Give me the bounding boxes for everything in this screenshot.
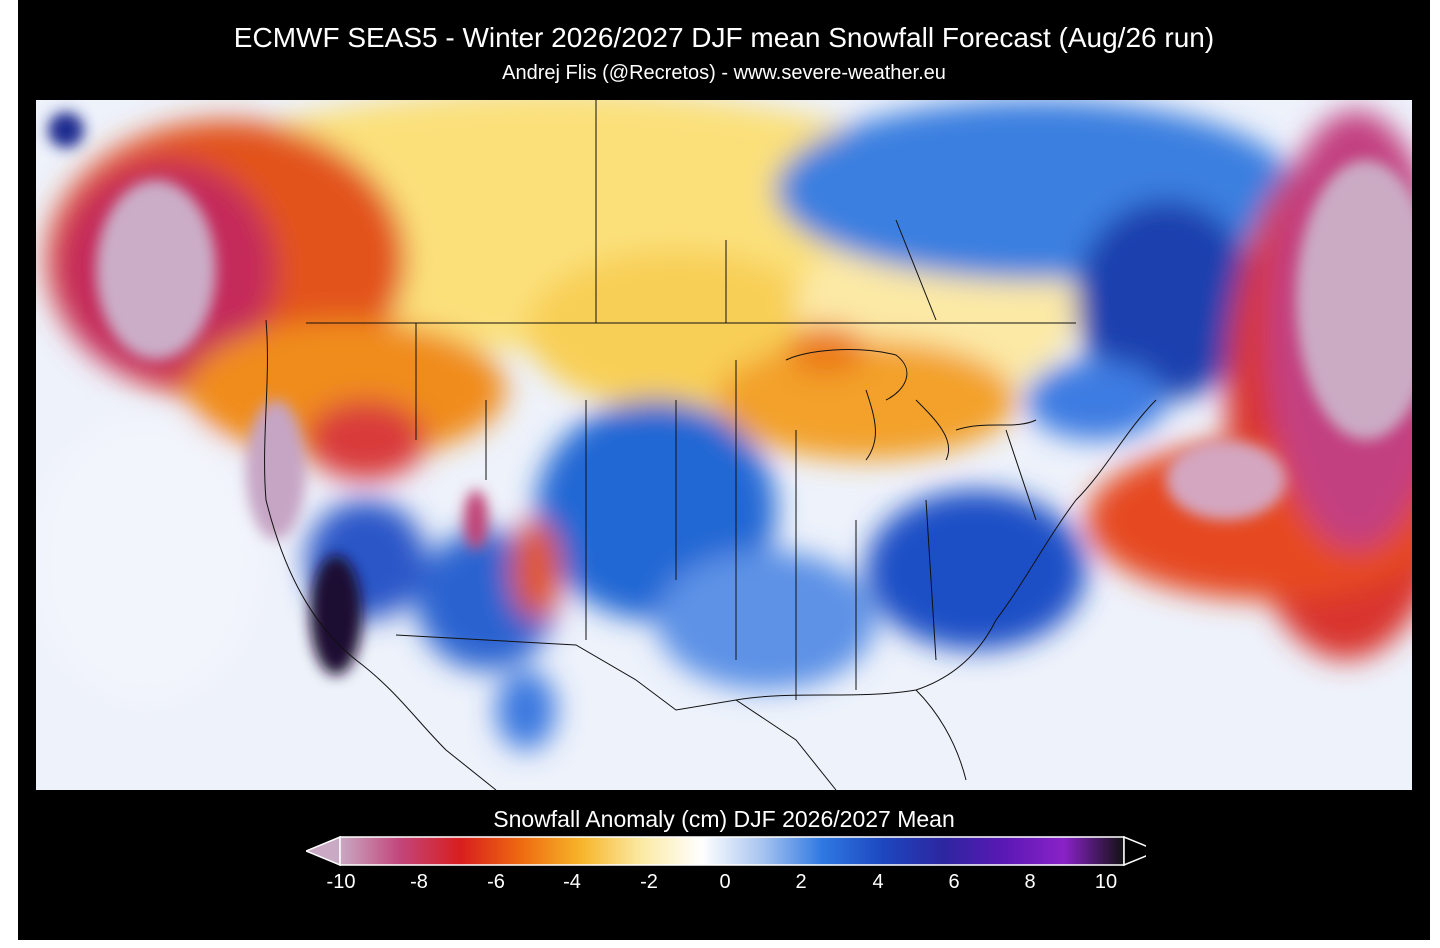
- colorbar-tick-label: -4: [563, 871, 581, 893]
- field-mexico-blue: [496, 670, 556, 750]
- us-mexico-border: [395, 634, 837, 790]
- state-borders: [415, 323, 1037, 700]
- snowfall-anomaly-map: [36, 100, 1412, 790]
- colorbar-tick-label: 2: [795, 871, 807, 893]
- figure-frame: ECMWF SEAS5 - Winter 2026/2027 DJF mean …: [18, 0, 1430, 940]
- field-idaho-red: [306, 400, 426, 480]
- colorbar-tick-label: -8: [410, 871, 428, 893]
- field-quebec-south-blue: [1026, 360, 1166, 440]
- colorbar-title: Snowfall Anomaly (cm) DJF 2026/2027 Mean: [493, 806, 955, 832]
- colorbar-gradient-bar: [339, 836, 1125, 866]
- field-appalachian-blue: [866, 490, 1086, 650]
- west-coastline: [264, 319, 497, 790]
- colorbar-min-extension-arrow: [304, 835, 341, 867]
- field-cascades-pink: [246, 400, 306, 540]
- gulf-east-coastline: [735, 399, 1157, 701]
- field-great-lakes-orange: [716, 340, 1016, 460]
- map-canvas: [36, 100, 1412, 790]
- colorbar-tick-label: 10: [1094, 871, 1118, 893]
- colorbar: [304, 834, 1160, 868]
- colorbar-tick-label: 0: [719, 871, 731, 893]
- colorbar-tick-label: 4: [872, 871, 884, 893]
- borders-and-coastlines: [264, 100, 1157, 790]
- field-wyoming-magenta: [464, 490, 488, 550]
- field-newfoundland-pink: [1296, 160, 1412, 440]
- colorbar-tick-label: -2: [640, 871, 658, 893]
- anomaly-extremes: [48, 112, 1412, 675]
- figure-title: ECMWF SEAS5 - Winter 2026/2027 DJF mean …: [233, 22, 1215, 53]
- great-lakes-outline: [785, 349, 1037, 461]
- field-pacific-light: [36, 420, 256, 700]
- field-south-plains-blue: [656, 550, 876, 690]
- colorbar-tick-label: -10: [326, 871, 356, 893]
- field-labrador-darkblue: [1076, 200, 1256, 400]
- florida-coastline: [915, 689, 967, 781]
- colorbar-svg: [304, 835, 1160, 867]
- field-sierra-black: [310, 555, 362, 675]
- field-colorado-red: [511, 520, 561, 620]
- colorbar-tick-label: 6: [948, 871, 960, 893]
- field-alaska-panhandle-blue: [48, 112, 84, 148]
- colorbar-tick-label: 8: [1024, 871, 1036, 893]
- field-coast-mountains-pink: [96, 180, 216, 360]
- field-superior-orange: [786, 325, 866, 375]
- figure-subtitle: Andrej Flis (@Recretos) - www.severe-wea…: [502, 62, 946, 84]
- colorbar-max-extension-arrow: [1123, 835, 1160, 867]
- colorbar-tick-label: -6: [487, 871, 505, 893]
- field-nova-scotia-pink: [1166, 440, 1286, 520]
- province-borders: [595, 100, 937, 323]
